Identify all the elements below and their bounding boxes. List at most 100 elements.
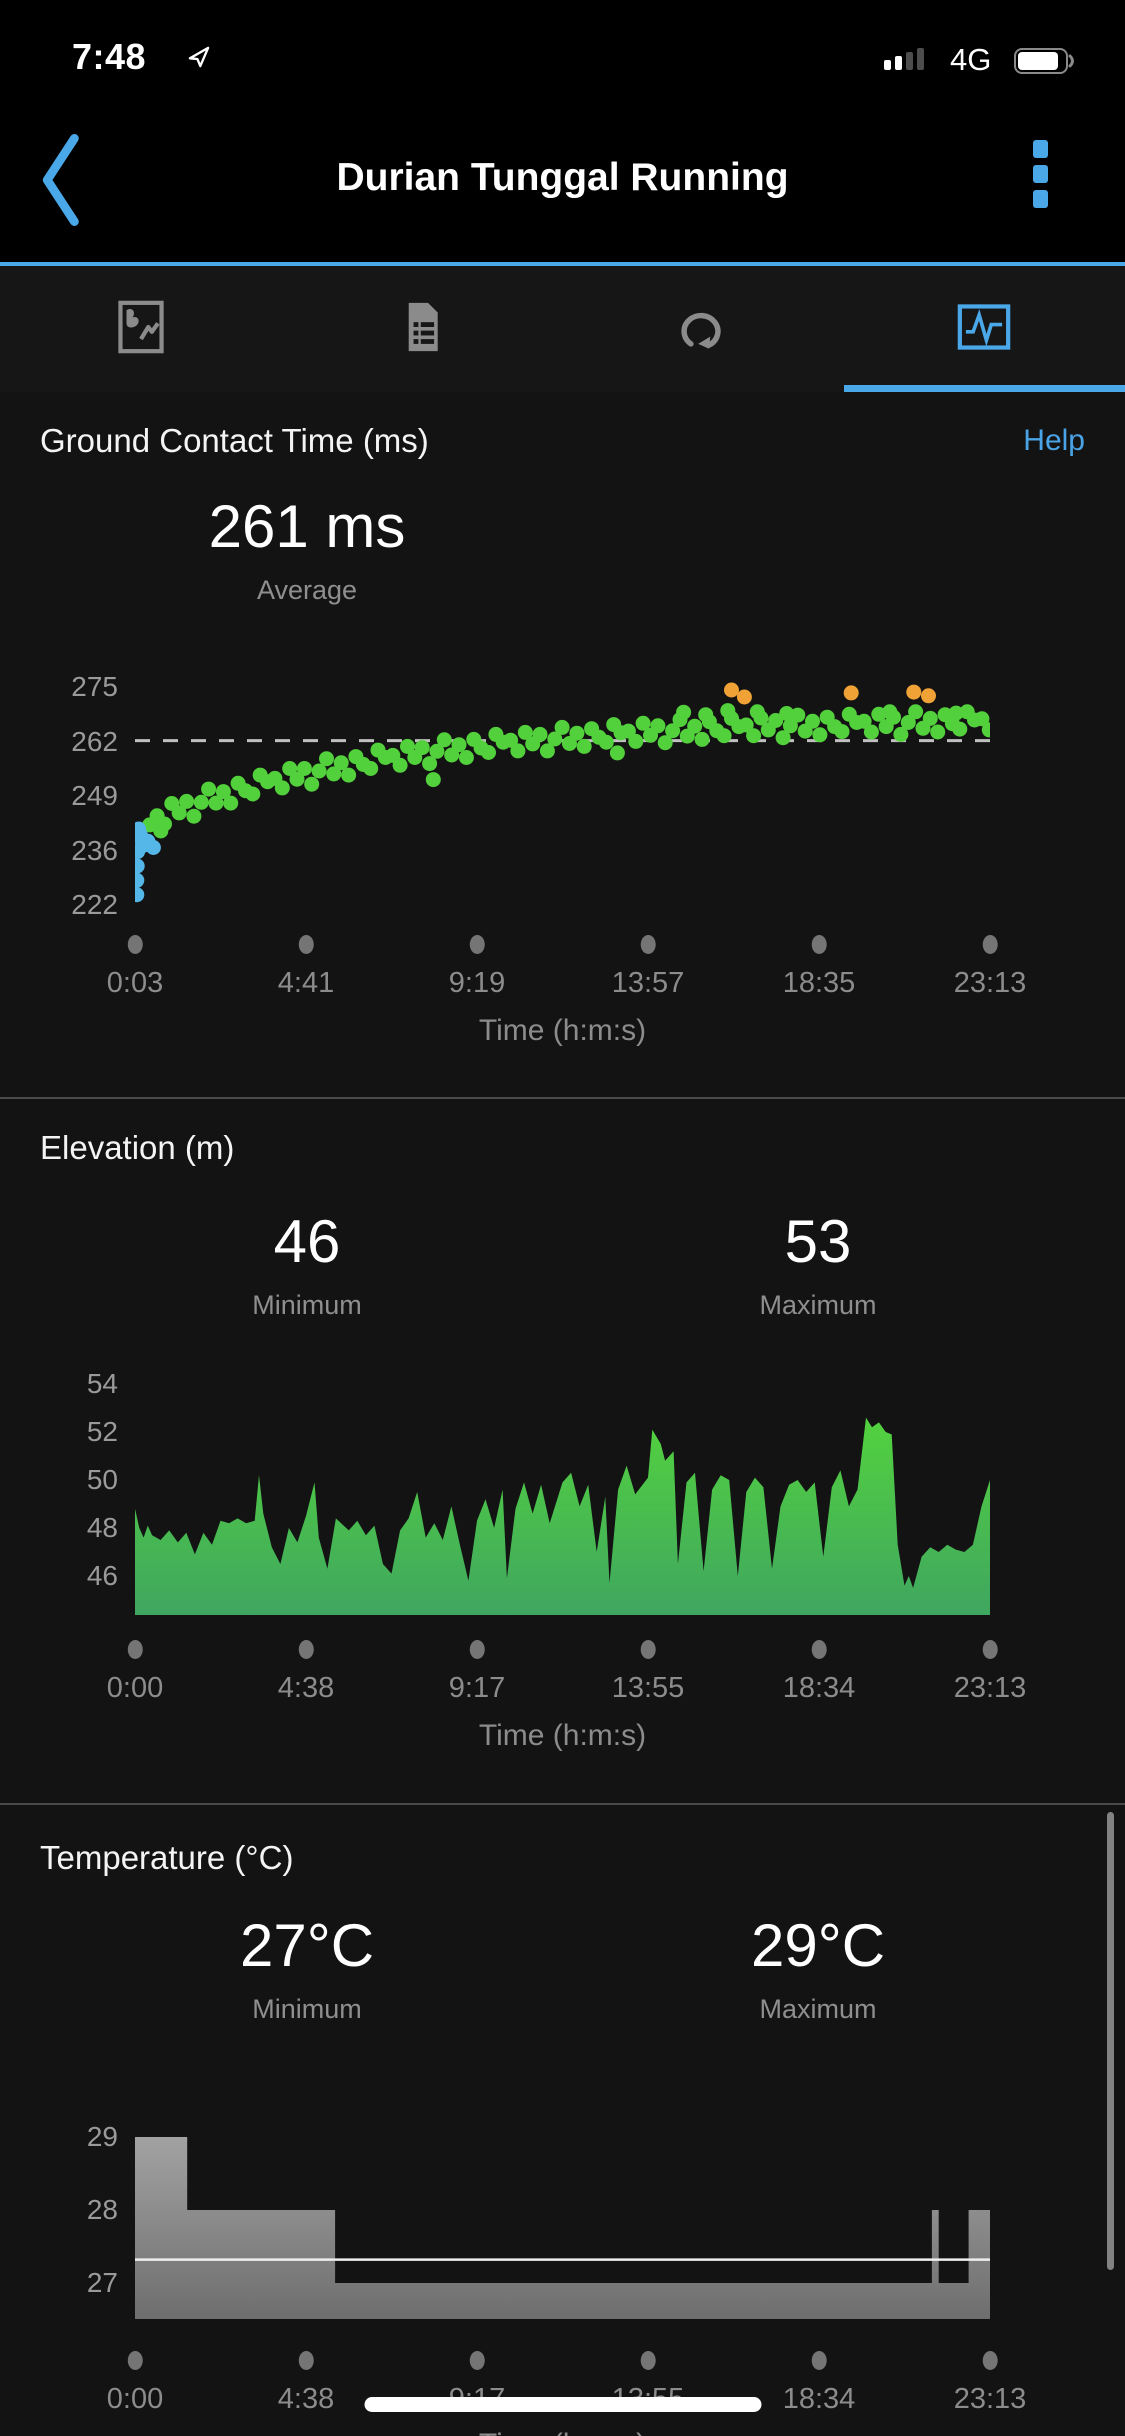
x-tick-dot <box>469 2351 485 2370</box>
x-tick-label: 13:57 <box>611 967 685 999</box>
stat-value: 27°C <box>239 1912 375 1979</box>
y-tick-label: 46 <box>86 1560 118 1591</box>
x-tick-dot <box>982 935 998 954</box>
tab-map[interactable] <box>0 266 281 392</box>
temperature-maximum-stat: 29°C Maximum <box>618 1805 1018 2025</box>
x-tick-label: 18:34 <box>782 2383 856 2415</box>
back-button[interactable] <box>36 128 84 232</box>
tab-charts[interactable] <box>844 266 1125 392</box>
x-tick-dot <box>640 1640 656 1659</box>
elevation-x-axis: 0:00 4:38 9:17 13:55 18:34 23:13 <box>107 1640 1026 1760</box>
scrollbar-thumb[interactable] <box>1107 1812 1114 2270</box>
x-tick-label: 0:00 <box>106 1672 164 1704</box>
x-tick-label: 18:34 <box>782 1672 856 1704</box>
y-tick-label: 236 <box>71 834 118 866</box>
temperature-section: Temperature (°C) 27°C Minimum 29°C Maxim… <box>0 1803 1125 2436</box>
stat-label: Minimum <box>252 1290 362 1320</box>
y-tick-label: 29 <box>86 2121 118 2152</box>
x-tick-dot <box>469 1640 485 1659</box>
x-tick-dot <box>640 935 656 954</box>
elevation-maximum-stat: 53 Maximum <box>618 1099 1018 1321</box>
gct-average-stat: 261 ms Average <box>107 392 507 606</box>
x-tick-label: 4:38 <box>277 2383 335 2415</box>
x-tick-label: 0:03 <box>106 967 164 999</box>
x-tick-label: 9:17 <box>448 1672 506 1704</box>
gct-x-axis-title: Time (h:m:s) <box>478 1014 647 1047</box>
header: Durian Tunggal Running <box>0 100 1125 266</box>
x-tick-dot <box>127 1640 143 1659</box>
x-tick-dot <box>640 2351 656 2370</box>
battery-icon <box>1014 48 1082 79</box>
x-tick-label: 23:13 <box>953 967 1027 999</box>
temperature-y-axis-labels: 29 28 27 <box>0 2121 118 2299</box>
section-title: Elevation (m) <box>40 1129 235 1166</box>
y-tick-label: 28 <box>86 2194 118 2225</box>
y-tick-label: 249 <box>71 780 118 811</box>
tab-bar <box>0 266 1125 394</box>
x-tick-label: 4:41 <box>277 967 335 999</box>
temperature-step-chart[interactable] <box>135 2122 990 2319</box>
y-tick-label: 54 <box>86 1368 118 1399</box>
section-title: Ground Contact Time (ms) <box>40 422 429 459</box>
x-tick-label: 23:13 <box>953 2383 1027 2415</box>
gct-x-axis: 0:03 4:41 9:19 13:57 18:35 23:13 <box>107 935 1026 1055</box>
stat-label: Maximum <box>759 1994 877 2024</box>
stat-value: 29°C <box>750 1912 886 1979</box>
y-tick-label: 48 <box>86 1512 118 1543</box>
active-tab-indicator <box>844 385 1125 392</box>
stat-value: 261 ms <box>208 493 406 560</box>
gct-y-axis-labels: 275 262 249 236 222 <box>0 671 118 921</box>
details-icon <box>393 298 451 361</box>
stat-value: 53 <box>784 1208 852 1275</box>
help-link[interactable]: Help <box>1023 424 1085 457</box>
elevation-y-axis-labels: 54 52 50 48 46 <box>0 1368 118 1592</box>
x-tick-label: 18:35 <box>782 967 856 999</box>
y-tick-label: 50 <box>86 1464 118 1495</box>
x-tick-dot <box>982 1640 998 1659</box>
x-tick-label: 13:55 <box>611 1672 685 1704</box>
cellular-signal-icon <box>884 48 924 70</box>
tab-details[interactable] <box>281 266 562 392</box>
x-tick-dot <box>298 2351 314 2370</box>
x-tick-dot <box>982 2351 998 2370</box>
charts-icon <box>955 298 1013 361</box>
tab-laps[interactable] <box>563 266 844 392</box>
x-tick-dot <box>811 1640 827 1659</box>
gct-scatter-chart[interactable] <box>135 660 990 920</box>
x-tick-label: 9:19 <box>448 967 506 999</box>
x-tick-dot <box>298 935 314 954</box>
x-tick-label: 0:00 <box>106 2383 164 2415</box>
elevation-area-chart[interactable] <box>135 1380 990 1617</box>
stat-label: Minimum <box>252 1994 362 2024</box>
temperature-x-axis-title: Time (h:m:s) <box>135 2428 990 2436</box>
home-indicator[interactable] <box>364 2397 761 2412</box>
y-tick-label: 262 <box>71 725 118 757</box>
section-title: Temperature (°C) <box>40 1839 294 1876</box>
x-tick-dot <box>811 935 827 954</box>
elevation-x-axis-title: Time (h:m:s) <box>478 1719 647 1752</box>
temperature-minimum-stat: 27°C Minimum <box>107 1805 507 2025</box>
stat-value: 46 <box>273 1208 341 1275</box>
network-type-label: 4G <box>950 42 992 77</box>
location-arrow-icon <box>186 44 212 75</box>
stat-label: Average <box>256 575 358 605</box>
y-tick-label: 222 <box>71 889 118 920</box>
x-tick-label: 23:13 <box>953 1672 1027 1704</box>
overflow-menu-button[interactable] <box>1033 140 1053 215</box>
ground-contact-time-section: Ground Contact Time (ms) Help 261 ms Ave… <box>0 392 1125 1097</box>
status-bar: 7:48 4G <box>0 0 1125 100</box>
y-tick-label: 27 <box>86 2267 118 2298</box>
y-tick-label: 52 <box>86 1416 118 1447</box>
map-icon <box>112 298 170 361</box>
x-tick-dot <box>469 935 485 954</box>
y-tick-label: 275 <box>71 671 118 702</box>
elevation-section: Elevation (m) 46 Minimum 53 Maximum 54 52… <box>0 1097 1125 1805</box>
x-tick-dot <box>298 1640 314 1659</box>
stat-label: Maximum <box>759 1290 877 1320</box>
x-tick-dot <box>811 2351 827 2370</box>
clock-time: 7:48 <box>72 36 147 77</box>
page-title: Durian Tunggal Running <box>336 156 789 199</box>
x-tick-label: 4:38 <box>277 1672 335 1704</box>
